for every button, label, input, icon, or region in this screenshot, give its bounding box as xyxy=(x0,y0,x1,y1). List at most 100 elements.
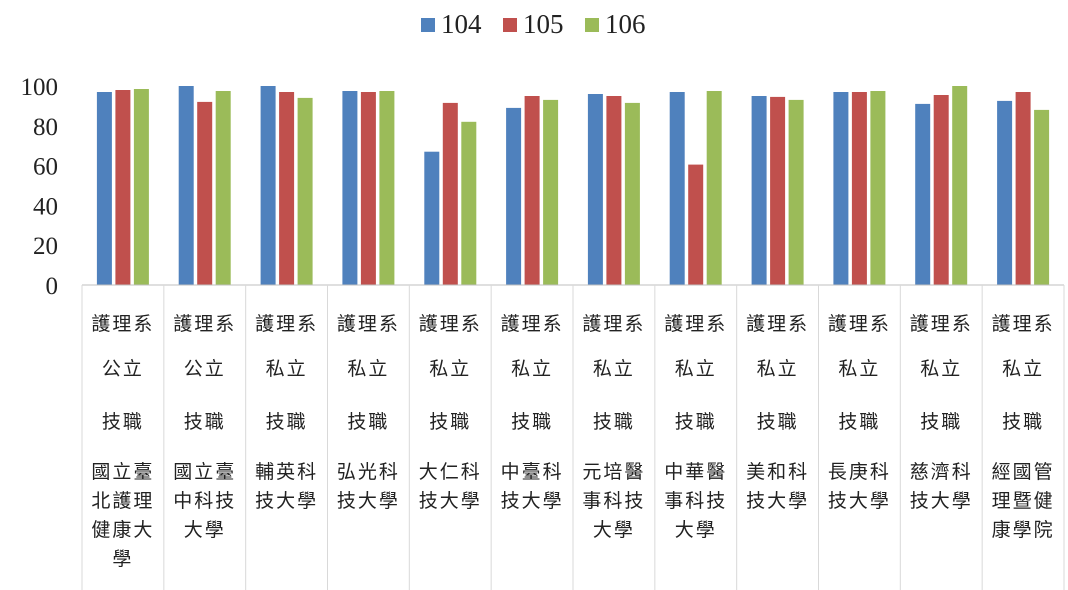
bar-104 xyxy=(997,100,1013,286)
bar-104 xyxy=(178,86,194,285)
category-school-line: 技大學 xyxy=(746,490,809,512)
y-tick-label: 100 xyxy=(21,74,59,101)
legend-item-106: 106 xyxy=(585,9,646,39)
category-type: 私立 xyxy=(266,358,308,380)
category-school-line: 國立臺 xyxy=(173,461,236,483)
bar-106 xyxy=(952,86,968,285)
category-school-line: 長庚科 xyxy=(828,461,891,483)
category-dept: 護理系 xyxy=(91,313,154,335)
y-tick-label: 40 xyxy=(33,193,58,220)
category-school-line: 大仁科 xyxy=(419,461,482,483)
bar-104 xyxy=(587,94,603,285)
legend-label: 106 xyxy=(605,9,646,39)
category-school-line: 北護理 xyxy=(91,490,154,512)
category-type: 私立 xyxy=(1002,358,1044,380)
category-type: 私立 xyxy=(838,358,880,380)
bar-105 xyxy=(606,96,622,285)
y-axis: 0 20 40 60 80 100 xyxy=(21,74,59,300)
category-system: 技職 xyxy=(102,411,144,433)
category-school-line: 慈濟科 xyxy=(910,461,973,483)
category-school-line: 輔英科 xyxy=(255,461,318,483)
bar-105 xyxy=(279,92,295,285)
category-school-line: 理暨健 xyxy=(992,490,1055,512)
category-system: 技職 xyxy=(266,411,308,433)
category-dept: 護理系 xyxy=(828,313,891,335)
category-dept: 護理系 xyxy=(255,313,318,335)
bar-106 xyxy=(215,91,231,285)
category-dept: 護理系 xyxy=(910,313,973,335)
bar-104 xyxy=(751,96,767,285)
bar-104 xyxy=(96,92,112,285)
category-school-line: 經國管 xyxy=(992,461,1055,483)
bar-105 xyxy=(360,92,376,285)
category-school-line: 事科技 xyxy=(582,490,645,512)
legend-item-105: 105 xyxy=(503,9,564,39)
bar-106 xyxy=(870,91,886,285)
legend-swatch xyxy=(585,18,599,32)
category-dept: 護理系 xyxy=(992,313,1055,335)
bar-105 xyxy=(524,96,540,285)
category-type: 公立 xyxy=(184,358,226,380)
category-school-line: 學 xyxy=(112,548,133,570)
category-type: 私立 xyxy=(593,358,635,380)
bar-104 xyxy=(260,86,276,285)
category-school-line: 健康大 xyxy=(91,519,154,541)
category-dept: 護理系 xyxy=(419,313,482,335)
category-school-line: 大學 xyxy=(593,519,635,541)
category-school-line: 技大學 xyxy=(828,490,891,512)
bar-105 xyxy=(933,95,949,285)
category-school-line: 康學院 xyxy=(992,519,1055,541)
category-type: 私立 xyxy=(675,358,717,380)
category-system: 技職 xyxy=(593,411,635,433)
legend-swatch xyxy=(421,18,435,32)
category-system: 技職 xyxy=(757,411,799,433)
legend-label: 105 xyxy=(523,9,564,39)
category-school-line: 中臺科 xyxy=(501,461,564,483)
category-school-line: 中科技 xyxy=(173,490,236,512)
category-dept: 護理系 xyxy=(582,313,645,335)
bar-105 xyxy=(197,101,213,286)
category-school-line: 大學 xyxy=(675,519,717,541)
category-dept: 護理系 xyxy=(173,313,236,335)
bar-106 xyxy=(297,97,313,286)
legend-label: 104 xyxy=(441,9,482,39)
bar-105 xyxy=(688,164,704,285)
category-type: 公立 xyxy=(102,358,144,380)
y-tick-label: 80 xyxy=(33,114,58,141)
bar-105 xyxy=(115,90,131,285)
category-school-line: 事科技 xyxy=(664,490,727,512)
x-axis: 護理系公立技職國立臺北護理健康大學護理系公立技職國立臺中科技大學護理系私立技職輔… xyxy=(81,284,1065,590)
bar-106 xyxy=(379,91,395,285)
category-type: 私立 xyxy=(429,358,471,380)
bar-104 xyxy=(342,91,358,285)
bar-104 xyxy=(833,92,849,285)
bar-105 xyxy=(442,102,458,286)
category-dept: 護理系 xyxy=(501,313,564,335)
bar-104 xyxy=(669,92,685,285)
bar-105 xyxy=(770,96,786,286)
bar-106 xyxy=(788,99,804,286)
y-tick-label: 0 xyxy=(46,273,59,300)
category-system: 技職 xyxy=(511,411,553,433)
category-dept: 護理系 xyxy=(664,313,727,335)
bar-104 xyxy=(424,151,440,285)
legend: 104 105 106 xyxy=(421,9,646,39)
legend-swatch xyxy=(503,18,517,32)
category-school-line: 元培醫 xyxy=(582,461,645,483)
category-system: 技職 xyxy=(838,411,880,433)
category-school-line: 技大學 xyxy=(255,490,318,512)
category-school-line: 技大學 xyxy=(337,490,400,512)
category-type: 私立 xyxy=(511,358,553,380)
category-system: 技職 xyxy=(429,411,471,433)
